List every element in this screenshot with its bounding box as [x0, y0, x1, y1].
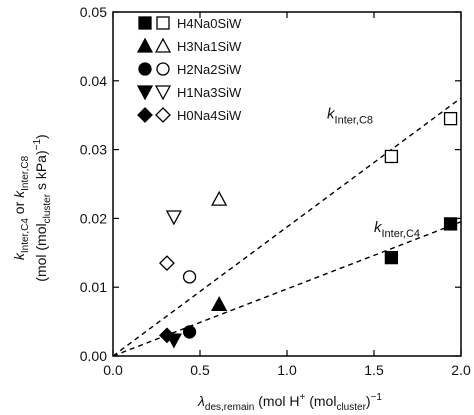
x-tick-label: 1.5 — [364, 362, 384, 378]
legend-marker-open-4 — [155, 107, 171, 123]
legend-marker-open-3 — [154, 85, 172, 101]
annotation-k: k — [327, 106, 336, 123]
x-label-unit-exp: −1 — [371, 392, 383, 403]
y-axis-label: kInter,C4 or kInter,C8 (mol (molcluster … — [11, 134, 53, 281]
point-c8-h2na2siw — [182, 270, 197, 284]
x-label-unit-open: (mol H — [254, 393, 299, 409]
y-label-k2-sub: Inter,C8 — [20, 155, 31, 190]
legend-marker-filled-2 — [138, 62, 152, 76]
y-label-end: ) — [33, 134, 49, 139]
legend-label-0: H4Na0SiW — [177, 16, 242, 31]
x-label-lambda-sub: des,remain — [205, 402, 254, 413]
point-extra-1-h4na0siw — [443, 111, 458, 126]
y-label-k1-sub: Inter,C4 — [20, 218, 31, 253]
y-label-k2: k — [11, 190, 27, 198]
x-tick-label: 0.0 — [103, 362, 123, 378]
fit-line-c4 — [112, 221, 462, 357]
y-label-line2: (mol (molcluster s kPa)−1) — [32, 134, 53, 281]
point-c4-h2na2siw — [182, 325, 197, 339]
point-c4-h3na1siw — [211, 296, 228, 312]
y-tick-label: 0.00 — [80, 348, 107, 364]
y-label-or: or — [11, 198, 27, 218]
plot-frame — [112, 11, 462, 357]
legend-marker-open-1 — [154, 37, 172, 53]
legend-label-3: H1Na3SiW — [177, 85, 242, 100]
y-tick-label: 0.02 — [80, 210, 107, 226]
legend-label-4: H0Na4SiW — [177, 108, 242, 123]
annotation-inter-c4: kInter,C4 — [374, 219, 420, 240]
point-c4-h0na4siw — [159, 327, 175, 344]
legend-marker-filled-1 — [136, 37, 154, 53]
legend-marker-filled-0 — [138, 16, 152, 30]
x-axis-label: λdes,remain (mol H+ (molcluster)−1 — [197, 392, 382, 413]
y-tick-label: 0.04 — [80, 73, 107, 89]
data-points — [159, 111, 458, 349]
annotation-sub: Inter,C4 — [382, 228, 421, 240]
point-c8-h3na1siw — [211, 190, 228, 206]
y-label-k1: k — [11, 252, 27, 260]
fit-line-c8 — [112, 97, 462, 357]
y-tick-label: 0.05 — [80, 4, 107, 20]
point-c8-h0na4siw — [159, 255, 175, 272]
legend-marker-open-2 — [156, 62, 170, 76]
annotation-sub: Inter,C8 — [335, 115, 374, 127]
point-c8-h4na0siw — [384, 149, 399, 164]
x-label-unit-close: ) — [366, 393, 371, 409]
point-c4-h4na0siw — [384, 250, 399, 265]
y-label-line1: kInter,C4 or kInter,C8 — [11, 155, 31, 260]
y-label-open: (mol (mol — [33, 223, 49, 281]
annotation-inter-c8: kInter,C8 — [327, 106, 373, 127]
x-label-unit-mid: (mol — [305, 393, 336, 409]
point-c8-h1na3siw — [165, 210, 182, 226]
tick-labels: 0.0 0.5 1.0 1.5 2.0 0.00 0.01 0.02 0.03 0.04 0.05 — [80, 4, 471, 378]
fit-lines — [112, 97, 462, 357]
legend-marker-filled-4 — [137, 107, 153, 123]
legend-marker-filled-3 — [136, 85, 154, 101]
x-tick-label: 2.0 — [451, 362, 471, 378]
x-label-unit-sub: cluster — [336, 402, 366, 413]
annotation-k: k — [374, 219, 383, 236]
y-label-mid: s kPa) — [33, 150, 49, 194]
y-tick-label: 0.03 — [80, 142, 107, 158]
legend-marker-open-0 — [156, 16, 170, 30]
point-extra-0-h4na0siw — [443, 217, 458, 231]
legend-label-2: H2Na2SiW — [177, 62, 242, 77]
legend-label-1: H3Na1SiW — [177, 39, 242, 54]
legend: H4Na0SiW H3Na1SiW H2Na2SiW H1Na3SiW H0Na4SiW — [136, 16, 242, 123]
x-tick-label: 0.5 — [190, 362, 210, 378]
x-tick-label: 1.0 — [277, 362, 297, 378]
y-tick-label: 0.01 — [80, 279, 107, 295]
x-label-lambda: λ — [197, 393, 205, 409]
y-label-exp: −1 — [32, 139, 43, 151]
y-label-sub: cluster — [42, 193, 53, 223]
x-label-unit-sup: + — [299, 392, 305, 403]
